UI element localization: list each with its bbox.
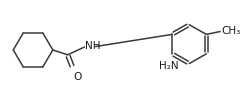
Text: NH: NH xyxy=(86,41,101,51)
Text: CH₃: CH₃ xyxy=(221,26,241,36)
Text: H₂N: H₂N xyxy=(159,61,179,71)
Text: O: O xyxy=(74,72,82,82)
